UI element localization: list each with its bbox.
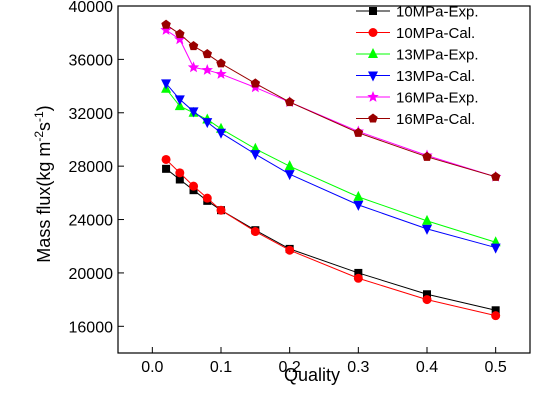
series-16MPa-Cal. [161, 19, 501, 181]
data-point [174, 95, 185, 106]
legend-label: 13MPa-Exp. [396, 47, 479, 64]
legend-marker [367, 91, 379, 102]
plot-frame [117, 5, 531, 354]
legend-marker [368, 48, 378, 58]
legend-item: 10MPa-Exp. [356, 4, 479, 21]
y-axis-title-unit: s [34, 122, 54, 131]
legend: 10MPa-Exp. 10MPa-Cal. 13MPa-Exp. 13MPa-Cal.… [356, 4, 479, 128]
legend-label: 16MPa-Cal. [396, 111, 475, 128]
series-line [165, 168, 496, 311]
data-point [189, 181, 199, 191]
data-point [161, 79, 172, 90]
data-point [353, 127, 364, 137]
series-13MPa-Cal. [161, 79, 501, 254]
series-line [165, 88, 496, 243]
y-tick-label: 24000 [69, 213, 114, 230]
legend-item: 13MPa-Cal. [356, 68, 475, 85]
series-10MPa-Cal. [161, 154, 501, 321]
y-tick-label: 28000 [69, 159, 114, 176]
legend-label: 16MPa-Exp. [396, 90, 479, 107]
series-line [165, 29, 496, 178]
data-point [161, 154, 171, 164]
x-tick-label: 0.0 [141, 359, 163, 376]
y-axis-title-main: Mass flux(kg m [34, 142, 54, 263]
data-point [202, 118, 213, 129]
data-point [188, 107, 199, 118]
data-point [201, 64, 213, 75]
legend-item: 13MPa-Exp. [356, 47, 479, 64]
legend-item: 10MPa-Cal. [356, 25, 475, 42]
data-point [160, 24, 172, 35]
data-point [284, 97, 295, 107]
legend-label: 10MPa-Cal. [396, 25, 475, 42]
series-10MPa-Exp. [162, 164, 500, 315]
data-point [284, 170, 295, 181]
data-point [491, 311, 501, 321]
data-point [284, 160, 295, 171]
legend-marker [368, 28, 378, 37]
data-point [162, 164, 171, 173]
data-point [423, 290, 431, 299]
x-tick-label: 0.4 [416, 359, 438, 376]
series-13MPa-Exp. [161, 82, 501, 247]
data-point [422, 224, 432, 235]
y-axis-title-sup1: -2 [32, 131, 46, 142]
data-point [175, 168, 185, 178]
data-point [202, 193, 212, 203]
x-tick-label: 0.1 [210, 359, 232, 376]
data-point [216, 58, 226, 68]
data-point [250, 150, 261, 161]
data-point [202, 49, 213, 59]
x-tick-label: 0.5 [485, 359, 507, 376]
y-axis-title: Mass flux(kg m-2s-1) [32, 105, 54, 262]
data-point [161, 19, 171, 29]
legend-marker [368, 71, 378, 82]
series-line [165, 24, 496, 178]
data-point [353, 200, 364, 211]
y-tick-label: 16000 [69, 319, 114, 336]
y-axis-title-sup2: -1 [32, 111, 46, 122]
data-point [175, 175, 184, 184]
x-tick-label: 0.2 [279, 359, 301, 376]
data-series [160, 19, 502, 321]
data-point [250, 227, 260, 237]
legend-marker [369, 7, 377, 15]
data-point [175, 29, 185, 39]
legend-item: 16MPa-Cal. [356, 111, 475, 128]
series-line [165, 159, 496, 317]
data-point [353, 190, 364, 201]
data-point [354, 268, 363, 277]
data-point [215, 68, 227, 79]
data-point [216, 128, 226, 139]
data-point [188, 41, 199, 51]
x-axis-title: Quality [284, 365, 340, 385]
y-tick-label: 36000 [69, 52, 114, 69]
data-point [250, 78, 261, 88]
legend-marker [368, 113, 378, 123]
legend-item: 16MPa-Exp. [356, 90, 479, 107]
data-point [422, 214, 432, 225]
y-tick-label: 40000 [69, 0, 114, 16]
data-point [187, 61, 200, 73]
data-point [491, 306, 500, 315]
data-point [490, 171, 501, 181]
data-point [174, 33, 186, 45]
y-axis-title-close: ) [34, 105, 54, 111]
data-point [422, 151, 432, 161]
data-point [353, 273, 363, 283]
y-tick-label: 20000 [69, 266, 114, 283]
data-point [422, 295, 432, 305]
y-tick-label: 32000 [69, 106, 114, 123]
data-point [285, 245, 295, 255]
legend-label: 13MPa-Cal. [396, 68, 475, 85]
legend-label: 10MPa-Exp. [396, 4, 479, 21]
data-point [490, 243, 501, 254]
data-point [216, 205, 226, 215]
axes: 0.0 0.1 0.2 0.3 0.4 0.5 16000 20000 24000 28000 32… [69, 0, 507, 376]
x-tick-label: 0.3 [347, 359, 369, 376]
series-line [165, 83, 496, 249]
